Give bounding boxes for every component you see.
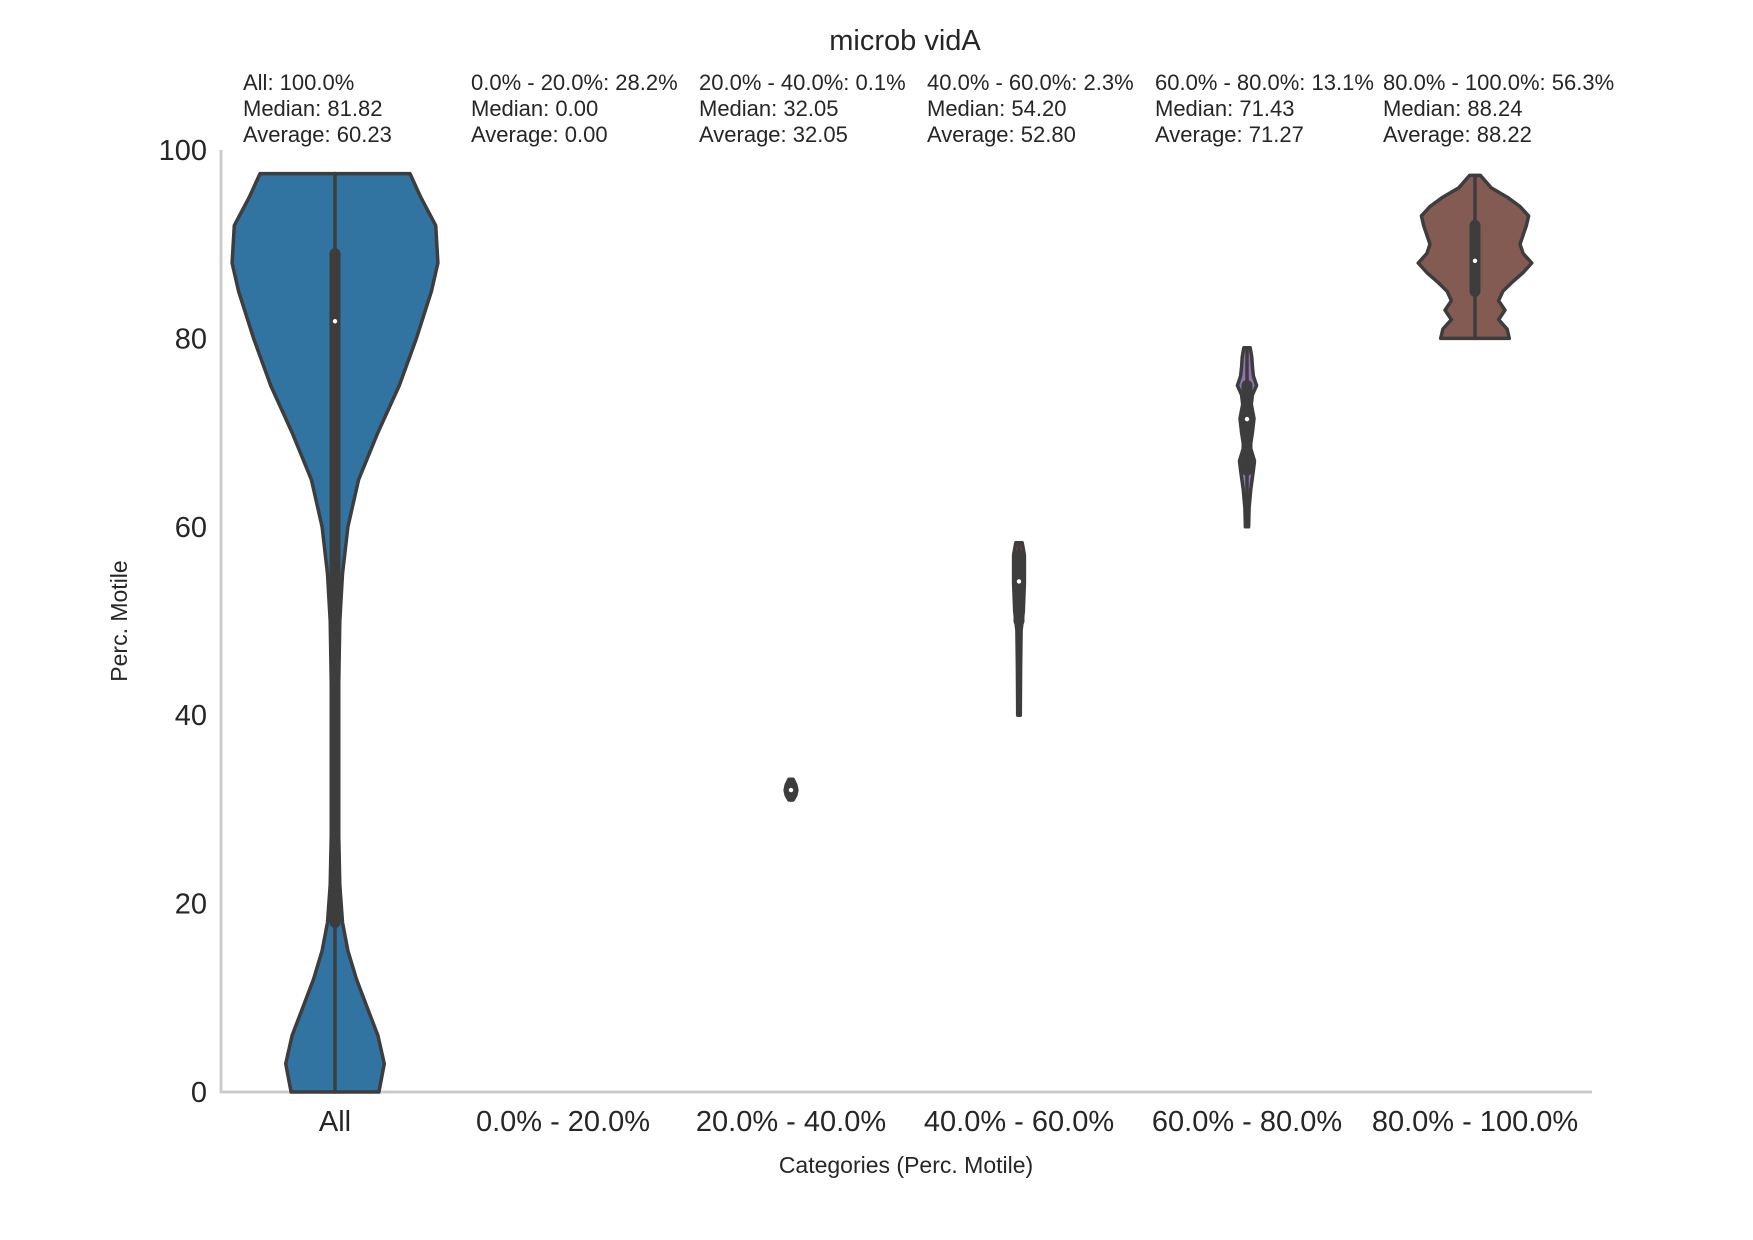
annotation-line1: 20.0% - 40.0%: 0.1% xyxy=(699,70,906,95)
x-axis-label: Categories (Perc. Motile) xyxy=(779,1152,1033,1178)
annotation-line3: Average: 32.05 xyxy=(699,122,848,147)
violin-group xyxy=(1416,173,1534,341)
annotation-line3: Average: 88.22 xyxy=(1383,122,1532,147)
x-tick-label: 20.0% - 40.0% xyxy=(696,1106,886,1138)
y-tick-label: 60 xyxy=(175,512,207,544)
annotation-line2: Median: 71.43 xyxy=(1155,96,1294,121)
x-tick-label: All xyxy=(319,1106,351,1138)
violins xyxy=(230,171,1534,1094)
violin-group xyxy=(230,171,440,1094)
violin-median-dot xyxy=(1472,258,1478,263)
annotation-line3: Average: 0.00 xyxy=(471,122,608,147)
y-tick-labels: 0 20 40 60 80 100 xyxy=(159,135,207,1109)
annotation-line1: 0.0% - 20.0%: 28.2% xyxy=(471,70,678,95)
annotation-line1: All: 100.0% xyxy=(243,70,354,95)
annotation-line2: Median: 0.00 xyxy=(471,96,598,121)
x-tick-label: 80.0% - 100.0% xyxy=(1372,1106,1578,1138)
violin-median-dot xyxy=(332,319,338,324)
violin-median-dot xyxy=(1244,416,1250,422)
chart-title: microb vidA xyxy=(829,25,981,57)
annotation-line2: Median: 81.82 xyxy=(243,96,382,121)
annotation-line2: Median: 32.05 xyxy=(699,96,838,121)
violin-median-dot xyxy=(1016,579,1022,584)
axes xyxy=(219,150,1592,1094)
x-tick-label: 40.0% - 60.0% xyxy=(924,1106,1114,1138)
annotation-line2: Median: 88.24 xyxy=(1383,96,1522,121)
x-tick-labels: All 0.0% - 20.0% 20.0% - 40.0% 40.0% - 60.0… xyxy=(319,1106,1578,1138)
y-tick-label: 0 xyxy=(191,1077,207,1109)
y-axis-label: Perc. Motile xyxy=(106,560,132,681)
annotation-line3: Average: 52.80 xyxy=(927,122,1076,147)
annotation-line1: 60.0% - 80.0%: 13.1% xyxy=(1155,70,1374,95)
violin-group xyxy=(1011,541,1027,717)
y-tick-label: 20 xyxy=(175,889,207,921)
y-tick-label: 80 xyxy=(175,323,207,355)
violin-group xyxy=(1235,346,1259,529)
y-tick-label: 40 xyxy=(175,700,207,732)
x-tick-label: 60.0% - 80.0% xyxy=(1152,1106,1342,1138)
annotation-line1: 40.0% - 60.0%: 2.3% xyxy=(927,70,1134,95)
violin-median-dot xyxy=(788,787,794,793)
annotation-line1: 80.0% - 100.0%: 56.3% xyxy=(1383,70,1614,95)
annotation-line3: Average: 71.27 xyxy=(1155,122,1304,147)
y-tick-label: 100 xyxy=(159,135,207,167)
violin-group xyxy=(783,777,799,802)
annotation-line3: Average: 60.23 xyxy=(243,122,392,147)
annotation-line2: Median: 54.20 xyxy=(927,96,1066,121)
x-tick-label: 0.0% - 20.0% xyxy=(476,1106,650,1138)
